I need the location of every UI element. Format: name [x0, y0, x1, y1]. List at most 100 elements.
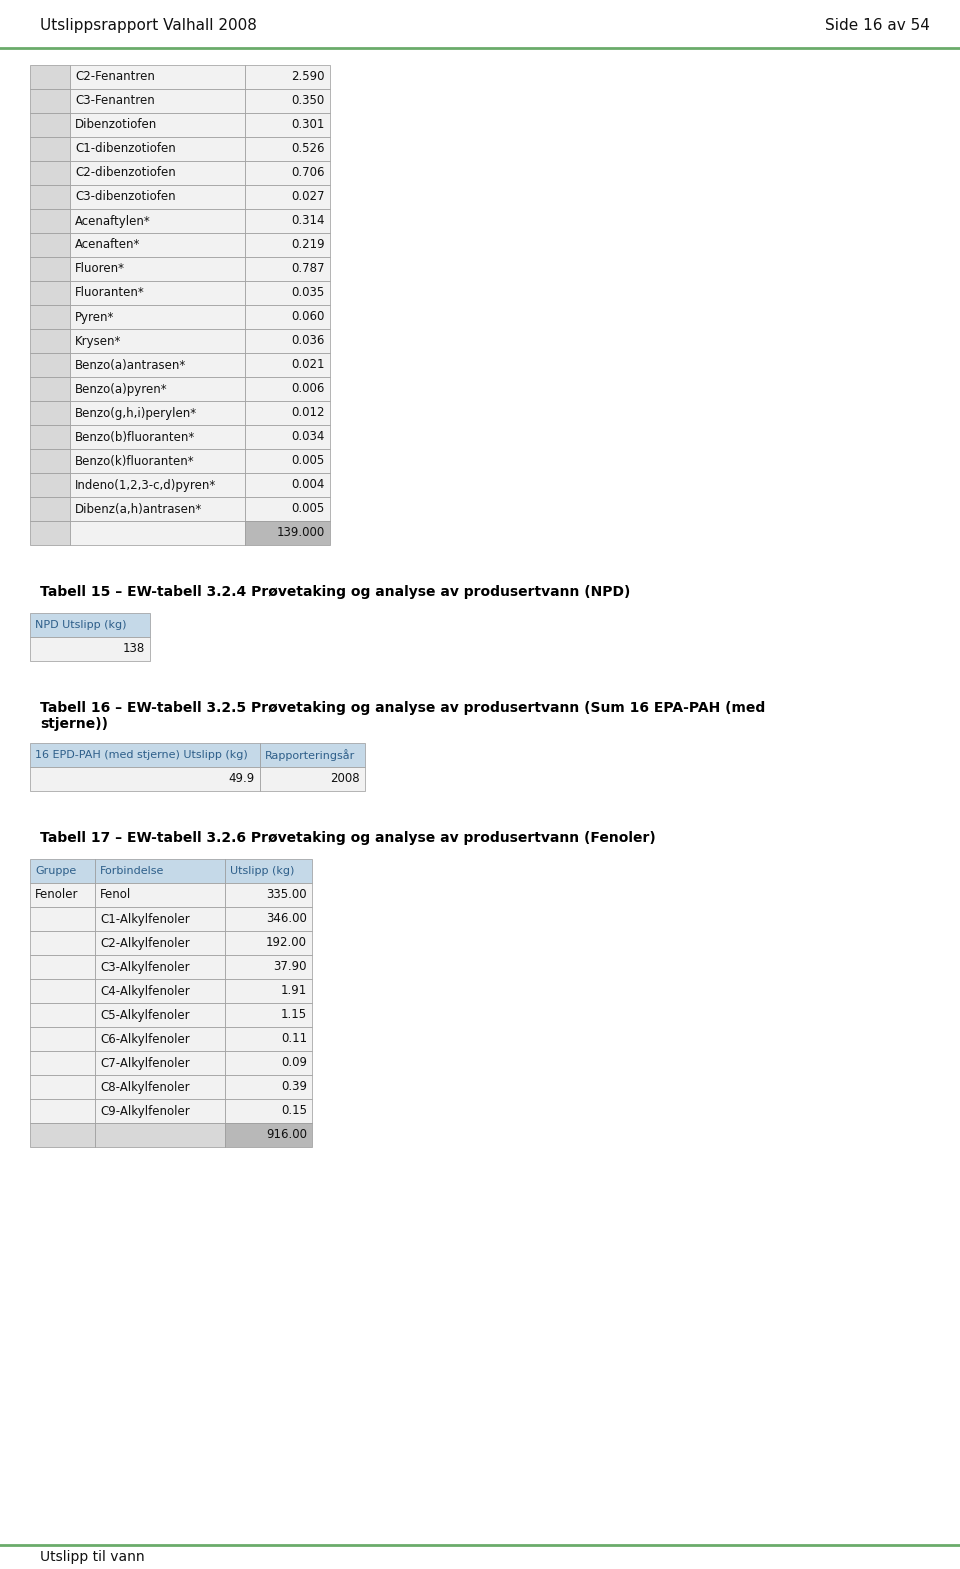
Bar: [245, 64, 330, 89]
Text: 0.004: 0.004: [292, 479, 325, 491]
Bar: [70, 521, 245, 544]
Text: Tabell 16 – EW-tabell 3.2.5 Prøvetaking og analyse av produsertvann (Sum 16 EPA-: Tabell 16 – EW-tabell 3.2.5 Prøvetaking …: [40, 701, 765, 715]
Bar: [225, 956, 312, 979]
Bar: [225, 858, 312, 883]
Bar: [70, 64, 245, 89]
Bar: [95, 907, 225, 930]
Text: C6-Alkylfenoler: C6-Alkylfenoler: [100, 1032, 190, 1045]
Bar: [245, 209, 330, 234]
Text: Benzo(b)fluoranten*: Benzo(b)fluoranten*: [75, 430, 195, 444]
Bar: [30, 521, 70, 544]
Bar: [70, 425, 245, 449]
Bar: [245, 89, 330, 113]
Bar: [30, 1075, 95, 1098]
Bar: [30, 744, 260, 767]
Text: 0.034: 0.034: [292, 430, 325, 444]
Text: 0.39: 0.39: [281, 1081, 307, 1094]
Bar: [225, 1051, 312, 1075]
Bar: [225, 1075, 312, 1098]
Text: Utslipp til vann: Utslipp til vann: [40, 1550, 145, 1564]
Text: Indeno(1,2,3-c,d)pyren*: Indeno(1,2,3-c,d)pyren*: [75, 479, 216, 491]
Bar: [30, 1028, 95, 1051]
Bar: [30, 907, 95, 930]
Text: Side 16 av 54: Side 16 av 54: [826, 17, 930, 33]
Text: C2-Alkylfenoler: C2-Alkylfenoler: [100, 937, 190, 949]
Text: Fenoler: Fenoler: [35, 888, 79, 902]
Bar: [225, 930, 312, 956]
Bar: [225, 883, 312, 907]
Bar: [70, 113, 245, 137]
Bar: [30, 956, 95, 979]
Bar: [245, 402, 330, 425]
Bar: [30, 613, 150, 637]
Bar: [70, 377, 245, 402]
Bar: [30, 257, 70, 281]
Bar: [245, 257, 330, 281]
Text: Benzo(g,h,i)perylen*: Benzo(g,h,i)perylen*: [75, 406, 197, 419]
Text: 0.09: 0.09: [281, 1056, 307, 1070]
Text: 0.787: 0.787: [292, 262, 325, 276]
Text: 0.11: 0.11: [281, 1032, 307, 1045]
Text: 0.060: 0.060: [292, 311, 325, 323]
Text: 139.000: 139.000: [276, 527, 325, 540]
Bar: [260, 744, 365, 767]
Text: 335.00: 335.00: [266, 888, 307, 902]
Bar: [30, 1051, 95, 1075]
Bar: [95, 883, 225, 907]
Text: C3-Fenantren: C3-Fenantren: [75, 94, 155, 108]
Bar: [245, 137, 330, 162]
Bar: [30, 377, 70, 402]
Bar: [30, 402, 70, 425]
Text: Benzo(a)antrasen*: Benzo(a)antrasen*: [75, 358, 186, 372]
Text: 2008: 2008: [330, 772, 360, 786]
Text: 49.9: 49.9: [228, 772, 255, 786]
Text: Acenaften*: Acenaften*: [75, 238, 140, 251]
Bar: [95, 1028, 225, 1051]
Text: Tabell 17 – EW-tabell 3.2.6 Prøvetaking og analyse av produsertvann (Fenoler): Tabell 17 – EW-tabell 3.2.6 Prøvetaking …: [40, 832, 656, 846]
Text: 138: 138: [123, 642, 145, 656]
Text: 0.012: 0.012: [292, 406, 325, 419]
Bar: [30, 497, 70, 521]
Bar: [225, 1123, 312, 1147]
Bar: [245, 162, 330, 185]
Text: Fluoranten*: Fluoranten*: [75, 287, 145, 300]
Text: C1-Alkylfenoler: C1-Alkylfenoler: [100, 913, 190, 926]
Bar: [70, 257, 245, 281]
Text: 346.00: 346.00: [266, 913, 307, 926]
Bar: [245, 449, 330, 472]
Bar: [30, 234, 70, 257]
Text: 0.005: 0.005: [292, 455, 325, 468]
Bar: [95, 956, 225, 979]
Text: stjerne)): stjerne)): [40, 717, 108, 731]
Bar: [245, 497, 330, 521]
Bar: [30, 472, 70, 497]
Bar: [30, 353, 70, 377]
Text: Dibenzotiofen: Dibenzotiofen: [75, 119, 157, 132]
Text: 0.006: 0.006: [292, 383, 325, 395]
Bar: [30, 425, 70, 449]
Bar: [245, 185, 330, 209]
Bar: [30, 162, 70, 185]
Text: Benzo(a)pyren*: Benzo(a)pyren*: [75, 383, 168, 395]
Text: 37.90: 37.90: [274, 960, 307, 973]
Bar: [30, 185, 70, 209]
Bar: [30, 637, 150, 661]
Bar: [30, 767, 260, 791]
Bar: [70, 162, 245, 185]
Text: Utslippsrapport Valhall 2008: Utslippsrapport Valhall 2008: [40, 17, 257, 33]
Bar: [260, 767, 365, 791]
Bar: [30, 89, 70, 113]
Bar: [245, 353, 330, 377]
Bar: [70, 329, 245, 353]
Bar: [225, 979, 312, 1003]
Text: C7-Alkylfenoler: C7-Alkylfenoler: [100, 1056, 190, 1070]
Text: C5-Alkylfenoler: C5-Alkylfenoler: [100, 1009, 190, 1021]
Text: 0.301: 0.301: [292, 119, 325, 132]
Text: Krysen*: Krysen*: [75, 334, 121, 347]
Text: 916.00: 916.00: [266, 1128, 307, 1142]
Bar: [30, 1098, 95, 1123]
Text: 0.706: 0.706: [292, 166, 325, 179]
Bar: [70, 353, 245, 377]
Text: 0.021: 0.021: [292, 358, 325, 372]
Text: 0.314: 0.314: [292, 215, 325, 228]
